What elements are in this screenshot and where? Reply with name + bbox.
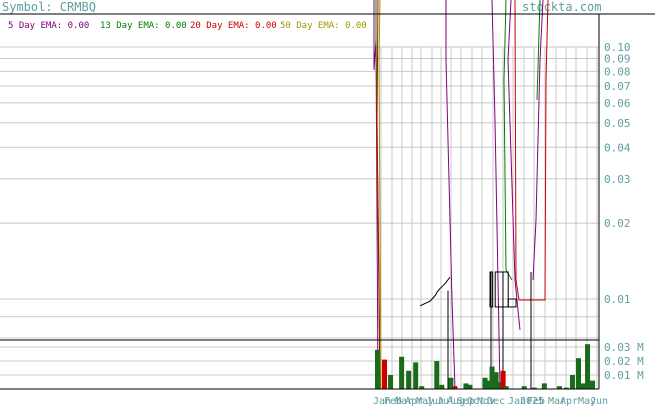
month-label: Nov: [477, 396, 495, 406]
volume-tick-label: 0.03 M: [604, 341, 644, 354]
legend-item: 13 Day EMA: 0.00: [100, 21, 187, 31]
price-tick-label: 0.08: [604, 65, 631, 78]
volume-bar: [521, 386, 527, 389]
ema-lines: [373, 0, 549, 390]
month-label: Aug: [447, 396, 465, 406]
ema-line: [376, 0, 549, 390]
month-label: Sep: [457, 396, 475, 406]
volume-bar: [382, 359, 388, 389]
volume-bar: [590, 380, 596, 389]
month-label: 2025: [520, 396, 544, 406]
volume-bar: [541, 383, 547, 389]
price-tick-label: 0.05: [604, 117, 631, 130]
month-label: Apr: [560, 396, 578, 406]
legend-item: 5 Day EMA: 0.00: [8, 21, 89, 31]
volume-bar: [493, 372, 499, 389]
volume-bar: [434, 361, 440, 389]
grid: [0, 46, 599, 389]
volume-bars: [375, 344, 596, 389]
volume-bar: [439, 384, 445, 389]
month-label: Mar: [395, 396, 413, 406]
price-series: [419, 276, 451, 307]
month-label: May: [578, 396, 596, 406]
month-label: Apr: [405, 396, 423, 406]
volume-bar: [452, 386, 458, 389]
price-tick-label: 0.06: [604, 97, 631, 110]
volume-bar: [375, 349, 380, 389]
volume-bar: [485, 380, 491, 389]
price-tick-label: 0.04: [604, 141, 631, 154]
volume-bar: [388, 375, 394, 389]
ema-line: [378, 0, 382, 390]
volume-bar: [503, 386, 509, 389]
price-tick-label: 0.09: [604, 53, 631, 66]
volume-bar: [563, 387, 569, 389]
volume-tick-label: 0.02 M: [604, 355, 644, 368]
volume-bar: [531, 387, 537, 389]
volume-bar: [556, 386, 562, 389]
price-tick-label: 0.10: [604, 41, 631, 54]
symbol-label: Symbol: CRMBQ: [2, 0, 96, 14]
volume-bar: [413, 362, 419, 389]
month-label: Feb: [384, 396, 402, 406]
price-box: [507, 298, 517, 308]
month-label: Jun: [590, 396, 608, 406]
price-tick-label: 0.03: [604, 173, 631, 186]
month-label: Oct: [467, 396, 485, 406]
price-tick-label: 0.02: [604, 217, 631, 230]
tick-labels: 0.100.090.08 0.07 0.06 0.05 0.04 0.03 0.02 0.01…: [604, 41, 644, 382]
watermark: stockta.com: [522, 0, 601, 14]
volume-bar: [576, 358, 581, 389]
volume-bar: [482, 377, 488, 389]
legend-item: 50 Day EMA: 0.00: [280, 21, 367, 31]
axes: [0, 13, 655, 390]
volume-bar: [500, 370, 506, 389]
month-label: Dec: [487, 396, 505, 406]
month-label: Jul: [437, 396, 455, 406]
price-tick-label: 0.01: [604, 293, 631, 306]
volume-bar: [399, 356, 405, 389]
month-label: Feb: [527, 396, 545, 406]
month-label: Jan: [373, 396, 391, 406]
volume-bar: [585, 344, 591, 389]
volume-bar: [463, 383, 469, 389]
volume-bar: [569, 375, 575, 389]
price-tick-label: 0.07: [604, 80, 631, 93]
volume-bar: [580, 383, 586, 389]
month-label: Jun: [426, 396, 444, 406]
month-label: May: [416, 396, 434, 406]
volume-bar: [448, 377, 454, 389]
price-box: [494, 271, 509, 308]
volume-tick-label: 0.01 M: [604, 369, 644, 382]
legend: 5 Day EMA: 0.00 13 Day EMA: 0.00 20 Day EM…: [8, 21, 367, 31]
legend-item: 20 Day EMA: 0.00: [190, 21, 277, 31]
volume-bar: [406, 370, 412, 389]
volume-bar: [467, 384, 473, 389]
month-label: Jan: [508, 396, 526, 406]
volume-bar: [489, 366, 495, 389]
volume-bar: [497, 382, 503, 389]
ema-line: [373, 0, 544, 390]
month-label: Mar: [548, 396, 566, 406]
volume-bar: [419, 386, 425, 389]
